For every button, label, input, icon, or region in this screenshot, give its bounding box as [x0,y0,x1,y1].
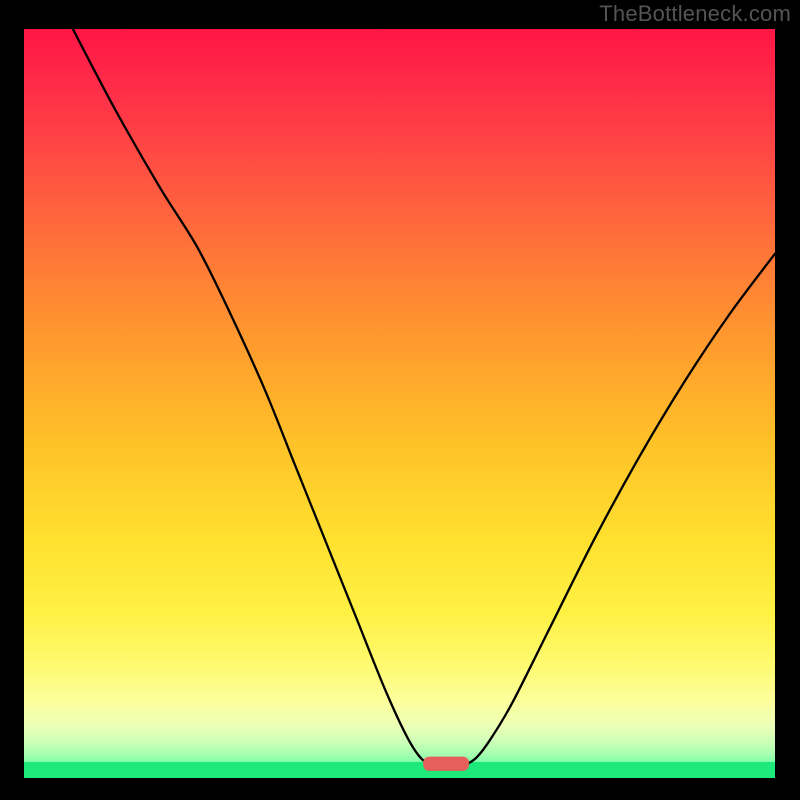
bottom-green-strip [24,762,775,778]
watermark-text: TheBottleneck.com [599,1,791,27]
chart-container: TheBottleneck.com [0,0,800,800]
plot-area [24,29,775,778]
gradient-background [24,29,775,778]
optimal-range-marker [423,757,469,771]
chart-svg [24,29,775,778]
